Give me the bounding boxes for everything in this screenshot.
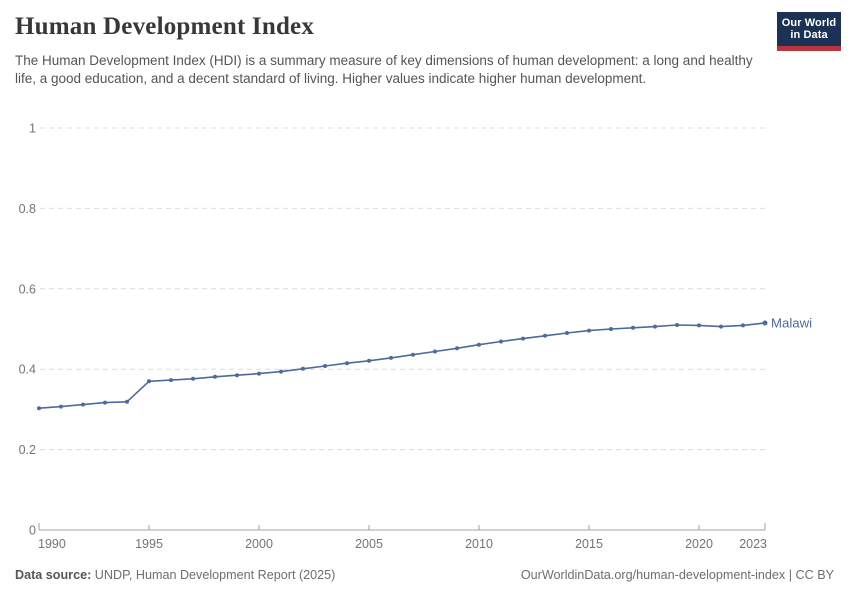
data-point — [169, 378, 173, 383]
data-point — [147, 379, 151, 384]
page-title: Human Development Index — [15, 13, 315, 40]
data-point — [433, 349, 437, 354]
data-point — [719, 324, 723, 329]
data-point — [675, 323, 679, 327]
y-tick-label: 0.6 — [19, 282, 36, 296]
data-point — [235, 373, 239, 378]
x-tick-label: 2020 — [685, 537, 713, 551]
data-point — [37, 406, 41, 411]
data-point — [587, 328, 591, 333]
chart-footer: Data source: UNDP, Human Development Rep… — [0, 568, 850, 588]
data-point — [631, 325, 635, 330]
data-point — [762, 320, 768, 326]
data-point — [521, 336, 525, 341]
data-point — [345, 361, 349, 366]
data-point — [257, 371, 261, 376]
data-point — [741, 323, 745, 328]
x-tick-label: 1995 — [135, 537, 163, 551]
owid-logo-line2: in Data — [790, 29, 828, 41]
data-point — [323, 364, 327, 368]
x-tick-label: 2015 — [575, 537, 603, 551]
y-tick-label: 0.4 — [19, 363, 36, 377]
data-point — [213, 374, 217, 379]
attribution-link[interactable]: OurWorldinData.org/human-development-ind… — [520, 568, 834, 582]
data-point — [565, 331, 569, 335]
x-tick-label: 1990 — [38, 537, 66, 551]
data-source-text: UNDP, Human Development Report (2025) — [91, 568, 336, 582]
x-tick-label: 2005 — [355, 537, 383, 551]
data-point — [279, 369, 283, 374]
owid-logo-line1: Our World — [781, 16, 837, 29]
data-point — [543, 333, 547, 338]
data-point — [81, 402, 85, 407]
data-point — [59, 404, 63, 409]
data-point — [411, 352, 415, 357]
y-tick-label: 0.8 — [19, 202, 36, 216]
x-tick-label: 2000 — [245, 537, 273, 551]
data-point — [653, 324, 657, 329]
data-line-malawi — [38, 322, 766, 409]
owid-logo[interactable]: Our World in Data — [777, 12, 841, 51]
data-point — [103, 400, 107, 405]
x-tick-label: 2010 — [465, 537, 493, 551]
entity-label-malawi: Malawi — [771, 315, 812, 330]
y-tick-label: 1 — [29, 122, 36, 136]
data-point — [499, 339, 503, 344]
data-source-label: Data source: — [15, 568, 92, 582]
data-source-note: Data source: UNDP, Human Development Rep… — [15, 568, 335, 582]
data-point — [367, 358, 371, 363]
data-point — [389, 355, 393, 360]
y-tick-label: 0 — [29, 524, 36, 538]
data-point — [301, 366, 305, 371]
chart-subtitle: The Human Development Index (HDI) is a s… — [15, 53, 753, 87]
data-point — [455, 346, 459, 351]
y-tick-label: 0.2 — [19, 443, 36, 457]
data-point — [697, 323, 701, 328]
data-point — [191, 376, 195, 381]
x-tick-label: 2023 — [739, 537, 767, 551]
data-point — [125, 399, 129, 404]
data-point — [477, 342, 481, 347]
hdi-line-chart: 0 0.2 0.4 0.6 0.8 1 1990 1995 2000 2005 2010 2015 20… — [19, 122, 812, 552]
data-point — [609, 327, 613, 331]
